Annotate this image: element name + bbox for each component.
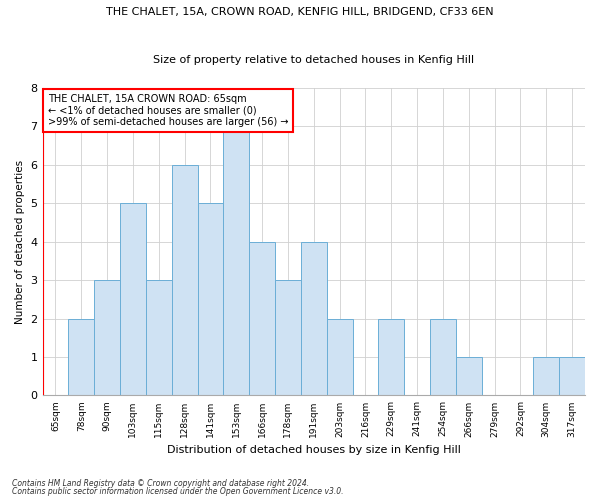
- Text: Contains HM Land Registry data © Crown copyright and database right 2024.: Contains HM Land Registry data © Crown c…: [12, 478, 309, 488]
- Bar: [120, 204, 146, 396]
- Text: Contains public sector information licensed under the Open Government Licence v3: Contains public sector information licen…: [12, 487, 343, 496]
- Bar: [326, 318, 353, 396]
- Bar: [172, 165, 197, 396]
- Bar: [430, 318, 456, 396]
- X-axis label: Distribution of detached houses by size in Kenfig Hill: Distribution of detached houses by size …: [167, 445, 461, 455]
- Bar: [249, 242, 275, 396]
- Bar: [533, 357, 559, 396]
- Title: Size of property relative to detached houses in Kenfig Hill: Size of property relative to detached ho…: [153, 55, 475, 65]
- Bar: [456, 357, 482, 396]
- Text: THE CHALET, 15A CROWN ROAD: 65sqm
← <1% of detached houses are smaller (0)
>99% : THE CHALET, 15A CROWN ROAD: 65sqm ← <1% …: [48, 94, 289, 128]
- Bar: [223, 126, 249, 396]
- Bar: [94, 280, 120, 396]
- Bar: [275, 280, 301, 396]
- Bar: [559, 357, 585, 396]
- Y-axis label: Number of detached properties: Number of detached properties: [15, 160, 25, 324]
- Text: THE CHALET, 15A, CROWN ROAD, KENFIG HILL, BRIDGEND, CF33 6EN: THE CHALET, 15A, CROWN ROAD, KENFIG HILL…: [106, 8, 494, 18]
- Bar: [301, 242, 326, 396]
- Bar: [146, 280, 172, 396]
- Bar: [197, 204, 223, 396]
- Bar: [379, 318, 404, 396]
- Bar: [68, 318, 94, 396]
